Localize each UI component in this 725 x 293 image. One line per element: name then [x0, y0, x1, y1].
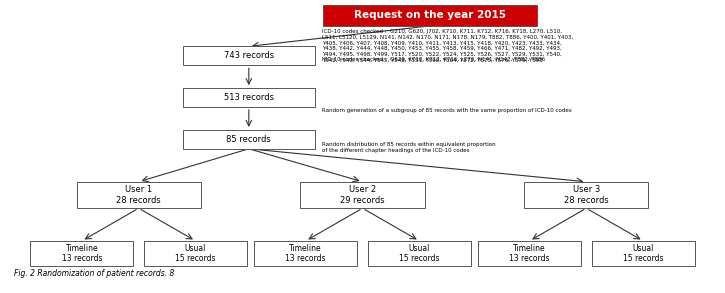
Text: Random generation of a subgroup of 85 records with the same proportion of ICD-10: Random generation of a subgroup of 85 re…	[322, 108, 571, 113]
Text: Random distribution of 85 records within equivalent proportion
of the different : Random distribution of 85 records within…	[322, 142, 495, 153]
FancyBboxPatch shape	[254, 241, 357, 266]
FancyBboxPatch shape	[183, 46, 315, 65]
Text: User 1
28 records: User 1 28 records	[116, 185, 161, 205]
Text: Request on the year 2015: Request on the year 2015	[354, 11, 506, 21]
Text: ICD-10 codes checked :  G620, K710, K712, K716, L270, N141, N142, T882, T886: ICD-10 codes checked : G620, K710, K712,…	[322, 57, 544, 62]
FancyBboxPatch shape	[368, 241, 471, 266]
FancyBboxPatch shape	[524, 182, 648, 208]
Text: 513 records: 513 records	[224, 93, 274, 102]
Text: Timeline
13 records: Timeline 13 records	[286, 244, 326, 263]
Text: Fig. 2 Randomization of patient records. 8: Fig. 2 Randomization of patient records.…	[14, 270, 175, 278]
FancyBboxPatch shape	[144, 241, 247, 266]
Text: ICD-10 codes checked :  G210, G620, J702, K710, K711, K712, K716, K718, L270, L5: ICD-10 codes checked : G210, G620, J702,…	[322, 29, 573, 63]
FancyBboxPatch shape	[323, 5, 536, 26]
FancyBboxPatch shape	[77, 182, 201, 208]
FancyBboxPatch shape	[478, 241, 581, 266]
Text: Timeline
13 records: Timeline 13 records	[509, 244, 550, 263]
FancyBboxPatch shape	[592, 241, 695, 266]
Text: Usual
15 records: Usual 15 records	[175, 244, 216, 263]
FancyBboxPatch shape	[30, 241, 133, 266]
FancyBboxPatch shape	[183, 88, 315, 107]
Text: Usual
15 records: Usual 15 records	[623, 244, 663, 263]
Text: 743 records: 743 records	[224, 51, 274, 60]
Text: User 2
29 records: User 2 29 records	[340, 185, 385, 205]
Text: User 3
28 records: User 3 28 records	[564, 185, 609, 205]
Text: Timeline
13 records: Timeline 13 records	[62, 244, 102, 263]
FancyBboxPatch shape	[300, 182, 425, 208]
Text: Usual
15 records: Usual 15 records	[399, 244, 439, 263]
FancyBboxPatch shape	[183, 130, 315, 149]
Text: 85 records: 85 records	[226, 135, 271, 144]
